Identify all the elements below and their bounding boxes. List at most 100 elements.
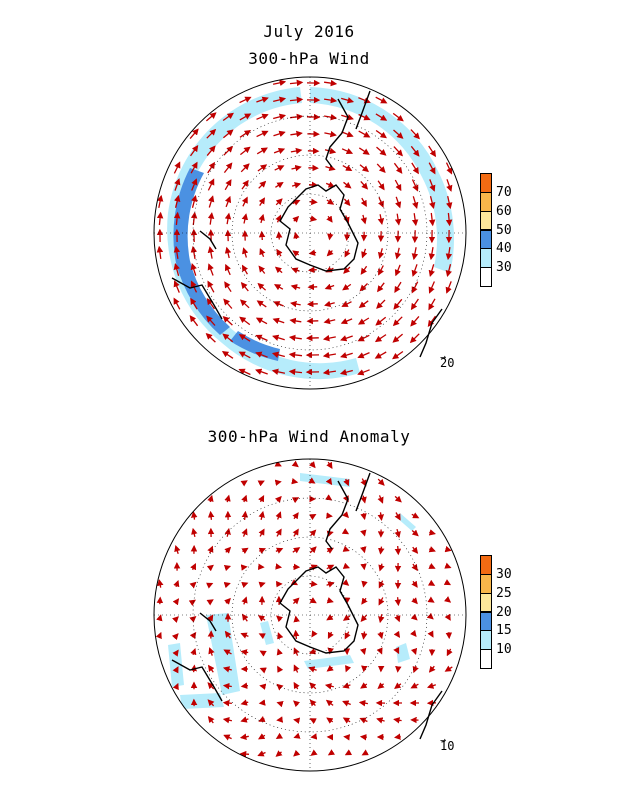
wind-vector bbox=[292, 199, 301, 206]
wind-vector bbox=[308, 648, 317, 655]
colorbar-segment bbox=[480, 191, 492, 212]
wind-vector bbox=[207, 178, 215, 191]
wind-vector bbox=[156, 614, 163, 622]
wind-vector bbox=[258, 495, 265, 503]
wind-vector bbox=[258, 213, 265, 224]
wind-vector bbox=[255, 317, 268, 325]
wind-vector bbox=[277, 632, 284, 640]
wind-vector bbox=[206, 564, 214, 572]
wind-vector bbox=[325, 181, 335, 188]
wind-vector bbox=[224, 281, 232, 293]
wind-vector bbox=[172, 666, 179, 674]
wind-vector bbox=[223, 734, 232, 741]
wind-vector bbox=[375, 113, 388, 121]
wind-vector bbox=[291, 460, 299, 468]
wind-vector bbox=[324, 683, 334, 690]
colorbar-label: 25 bbox=[496, 585, 512, 601]
wind-vector bbox=[188, 599, 196, 606]
wind-vector bbox=[323, 317, 336, 325]
wind-vector bbox=[428, 298, 436, 311]
colorbar-segment bbox=[480, 611, 492, 632]
wind-vector bbox=[256, 130, 269, 138]
wind-vector bbox=[256, 113, 269, 120]
wind-vector bbox=[309, 718, 317, 725]
wind-vector bbox=[190, 647, 197, 656]
wind-vector bbox=[275, 547, 284, 554]
wind-vector bbox=[155, 631, 162, 640]
reference-vector: → 20 bbox=[440, 352, 454, 370]
wind-vector bbox=[222, 316, 233, 326]
wind-vector bbox=[411, 580, 418, 588]
wind-vector bbox=[207, 246, 215, 259]
wind-vector bbox=[239, 299, 250, 309]
wind-vector bbox=[411, 563, 418, 572]
wind-vector bbox=[240, 649, 249, 656]
colorbar-label: 50 bbox=[496, 222, 512, 238]
wind-vector bbox=[374, 351, 387, 359]
wind-vector bbox=[293, 231, 300, 240]
wind-vector bbox=[258, 230, 266, 241]
wind-vector bbox=[256, 147, 268, 155]
wind-vector bbox=[345, 665, 352, 673]
wind-vector bbox=[361, 580, 368, 588]
wind-vector bbox=[309, 514, 317, 521]
wind-vector bbox=[342, 682, 351, 689]
wind-vector bbox=[240, 632, 249, 639]
wind-vector bbox=[394, 247, 402, 260]
wind-vector bbox=[222, 717, 233, 724]
wind-vector bbox=[308, 461, 316, 469]
wind-vector bbox=[394, 179, 402, 192]
wind-vector bbox=[358, 300, 369, 308]
wind-vector bbox=[189, 315, 199, 327]
wind-vector bbox=[205, 112, 217, 122]
wind-vector bbox=[341, 528, 350, 535]
wind-vector bbox=[173, 280, 180, 293]
wind-vector bbox=[206, 128, 217, 139]
wind-vector bbox=[410, 145, 420, 157]
page-title: July 2016 bbox=[263, 22, 355, 41]
wind-vector bbox=[275, 231, 283, 240]
wind-vector bbox=[173, 211, 181, 226]
colorbar-segment bbox=[480, 555, 492, 575]
wind-vector bbox=[207, 715, 215, 724]
wind-vector bbox=[173, 262, 180, 276]
wind-vector bbox=[255, 368, 268, 375]
wind-vector bbox=[275, 214, 282, 223]
wind-vector bbox=[258, 716, 266, 722]
wind-vector bbox=[274, 266, 283, 274]
wind-vector bbox=[222, 129, 234, 139]
wind-vector bbox=[272, 317, 285, 324]
wind-vector bbox=[238, 351, 251, 359]
colorbar-label: 30 bbox=[496, 260, 512, 276]
wind-vector bbox=[446, 179, 453, 192]
reference-arrow-icon: → bbox=[440, 735, 447, 746]
wind-vector bbox=[358, 130, 371, 138]
wind-vector bbox=[445, 162, 453, 175]
wind-vector bbox=[376, 146, 387, 156]
wind-vector bbox=[444, 596, 452, 603]
reference-vector-label: 10 bbox=[440, 739, 455, 753]
wind-vector bbox=[291, 164, 302, 172]
wind-vector bbox=[426, 612, 434, 620]
wind-vector bbox=[361, 749, 369, 756]
wind-vector bbox=[428, 665, 436, 673]
wind-vector bbox=[289, 96, 304, 104]
wind-vector bbox=[276, 248, 283, 257]
wind-vector bbox=[427, 630, 434, 638]
wind-vector bbox=[360, 614, 368, 622]
wind-vector bbox=[174, 544, 181, 554]
wind-vector bbox=[274, 165, 285, 172]
wind-vector bbox=[360, 478, 367, 487]
wind-vector bbox=[394, 512, 401, 521]
wind-vector bbox=[156, 211, 164, 226]
wind-vector bbox=[343, 215, 350, 224]
wind-vector bbox=[357, 334, 370, 342]
wind-vector bbox=[342, 511, 349, 519]
wind-vector bbox=[206, 582, 214, 589]
wind-vector bbox=[191, 178, 198, 191]
wind-vector bbox=[411, 264, 418, 277]
wind-vector bbox=[189, 615, 197, 623]
wind-vector bbox=[257, 164, 268, 172]
wind-vector bbox=[393, 630, 401, 638]
wind-vector bbox=[222, 682, 232, 690]
